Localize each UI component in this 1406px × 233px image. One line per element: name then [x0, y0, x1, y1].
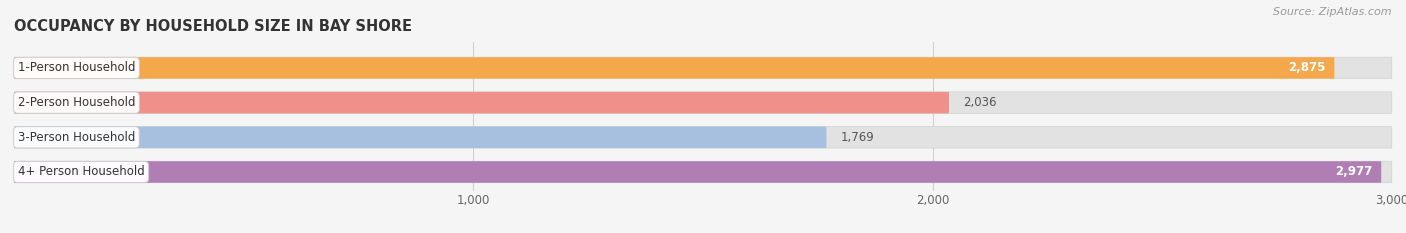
Text: 4+ Person Household: 4+ Person Household — [18, 165, 145, 178]
FancyBboxPatch shape — [14, 57, 1334, 79]
FancyBboxPatch shape — [14, 57, 1392, 79]
Text: 2-Person Household: 2-Person Household — [18, 96, 135, 109]
FancyBboxPatch shape — [14, 92, 949, 113]
Text: 2,875: 2,875 — [1288, 62, 1326, 75]
Text: 1-Person Household: 1-Person Household — [18, 62, 135, 75]
Text: 2,036: 2,036 — [963, 96, 997, 109]
Text: Source: ZipAtlas.com: Source: ZipAtlas.com — [1274, 7, 1392, 17]
FancyBboxPatch shape — [14, 161, 1381, 183]
FancyBboxPatch shape — [14, 127, 827, 148]
Text: OCCUPANCY BY HOUSEHOLD SIZE IN BAY SHORE: OCCUPANCY BY HOUSEHOLD SIZE IN BAY SHORE — [14, 19, 412, 34]
Text: 1,769: 1,769 — [841, 131, 875, 144]
FancyBboxPatch shape — [14, 127, 1392, 148]
Text: 2,977: 2,977 — [1334, 165, 1372, 178]
FancyBboxPatch shape — [14, 161, 1392, 183]
FancyBboxPatch shape — [14, 92, 1392, 113]
Text: 3-Person Household: 3-Person Household — [18, 131, 135, 144]
